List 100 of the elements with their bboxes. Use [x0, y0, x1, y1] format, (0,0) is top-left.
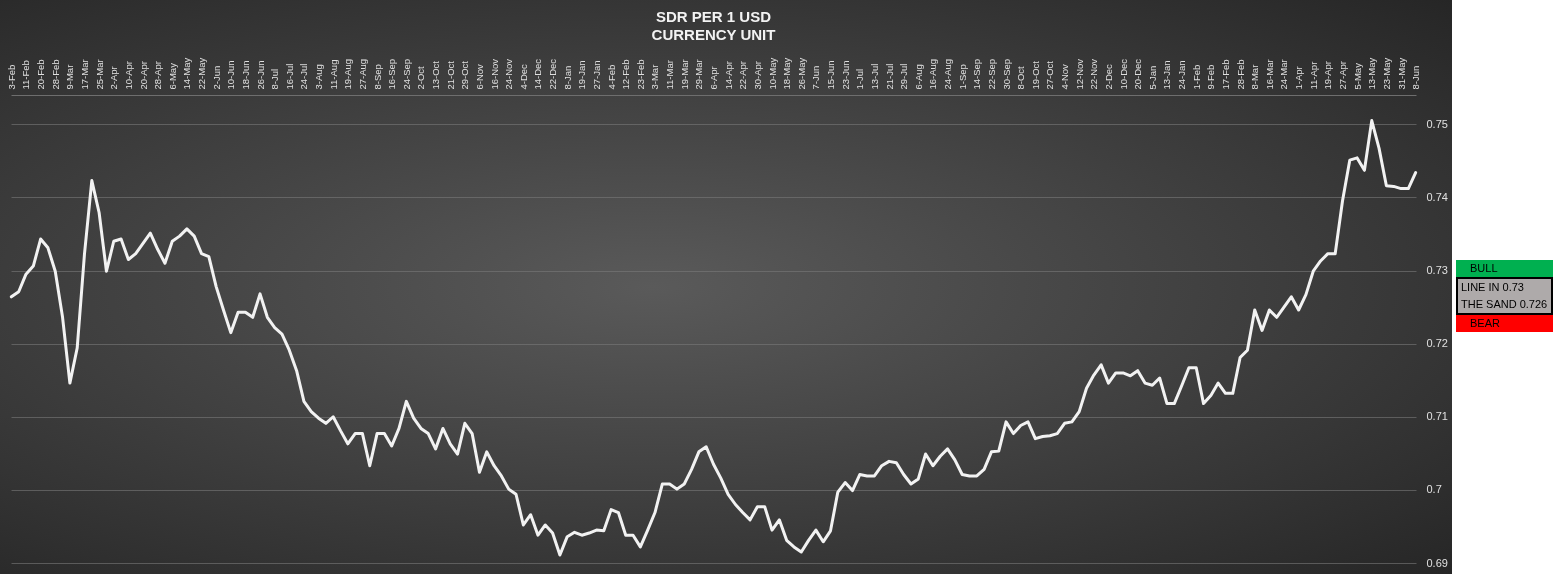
x-tick-label: 14-Sep: [971, 58, 983, 90]
x-tick-label: 9-Mar: [64, 64, 76, 90]
x-tick-label: 24-Aug: [942, 58, 954, 90]
x-tick-label: 6-Aug: [912, 64, 924, 90]
x-tick-label: 11-Apr: [1307, 61, 1319, 90]
x-tick-label: 4-Dec: [517, 63, 529, 90]
x-tick-label: 1-Apr: [1293, 66, 1305, 90]
x-tick-label: 1-Sep: [956, 64, 968, 90]
x-tick-label: 24-Jan: [1176, 60, 1188, 90]
x-tick-label: 28-Feb: [1234, 59, 1246, 90]
x-tick-label: 27-Apr: [1337, 60, 1348, 90]
x-tick-label: 22-Sep: [985, 58, 997, 90]
x-tick-label: 10-May: [766, 57, 778, 90]
x-tick-label: 8-Jan: [561, 65, 573, 90]
x-tick-label: 13-Jan: [1161, 60, 1173, 90]
x-tick-label: 24-Nov: [503, 58, 515, 90]
x-tick-label: 29-Oct: [459, 60, 471, 90]
x-tick-label: 29-Mar: [693, 59, 705, 90]
x-tick-label: 13-Jul: [868, 63, 880, 90]
x-tick-label: 15-Jun: [825, 60, 837, 90]
x-tick-label: 8-Sep: [371, 64, 383, 90]
y-tick-label: 0.75: [1426, 117, 1448, 130]
x-tick-label: 12-Nov: [1073, 58, 1085, 90]
x-tick-label: 19-Aug: [342, 58, 354, 90]
x-tick-label: 22-May: [196, 57, 208, 90]
x-tick-label: 5-Jan: [1146, 65, 1158, 90]
x-tick-label: 27-Aug: [356, 58, 368, 90]
x-tick-label: 25-Mar: [93, 59, 105, 90]
x-tick-label: 11-Aug: [327, 59, 339, 90]
y-tick-label: 0.71: [1426, 410, 1448, 423]
x-tick-label: 5-May: [1351, 62, 1363, 90]
text: THE SAND 0.726: [1456, 296, 1553, 315]
x-tick-label: 20-Dec: [1132, 58, 1144, 90]
y-tick-label: 0.73: [1426, 264, 1448, 276]
x-tick-label: 14-Dec: [532, 58, 544, 90]
x-tick-label: 16-Sep: [386, 58, 398, 90]
x-tick-label: 16-Nov: [488, 58, 500, 90]
x-tick-label: 7-Jun: [810, 65, 822, 90]
x-tick-label: 17-Feb: [1219, 59, 1231, 90]
x-tick-label: 23-May: [1380, 57, 1392, 90]
x-tick-label: 10-Jun: [225, 60, 237, 90]
x-tick-label: 19-Oct: [1029, 60, 1041, 90]
y-tick-label: 0.7: [1426, 483, 1442, 496]
x-tick-label: 18-May: [781, 57, 793, 90]
x-tick-label: 3-Mar: [649, 64, 661, 90]
x-tick-label: 6-Nov: [473, 63, 485, 90]
x-tick-label: 28-Feb: [49, 59, 61, 90]
x-tick-label: 30-Apr: [751, 60, 763, 90]
chart-subtitle: CURRENCY UNIT: [651, 26, 776, 44]
x-tick-label: 2-Apr: [108, 66, 120, 90]
x-tick-label: 30-Sep: [1000, 58, 1012, 90]
x-tick-label: 19-Mar: [678, 59, 690, 90]
x-tick-label: 6-Apr: [708, 66, 719, 90]
x-tick-label: 24-Sep: [400, 58, 412, 90]
x-tick-label: 21-Oct: [444, 60, 456, 90]
x-tick-label: 8-Oct: [1015, 65, 1027, 90]
x-tick-label: 8-Jun: [1410, 65, 1422, 90]
x-tick-label: 20-Apr: [137, 60, 149, 90]
x-tick-label: 29-Jul: [898, 63, 910, 90]
x-tick-label: 4-Feb: [605, 64, 617, 90]
x-tick-label: 24-Mar: [1278, 59, 1290, 90]
x-tick-label: 22-Nov: [1088, 58, 1100, 90]
x-tick-label: 14-May: [181, 57, 193, 90]
x-tick-label: 2-Jun: [210, 65, 222, 90]
x-tick-label: 11-Mar: [664, 60, 676, 90]
x-tick-label: 13-May: [1366, 57, 1378, 90]
x-tick-label: 31-May: [1395, 57, 1407, 90]
x-tick-label: 22-Apr: [737, 60, 749, 90]
line-series: [9, 119, 1418, 557]
x-tick-label: 17-Mar: [79, 59, 90, 90]
x-tick-label: 4-Nov: [1059, 63, 1071, 90]
x-tick-label: 2-Oct: [415, 65, 427, 90]
x-tick-label: 16-Mar: [1263, 59, 1275, 90]
y-tick-label: 0.72: [1426, 337, 1448, 350]
x-tick-label: 11-Feb: [20, 60, 32, 90]
chart-title: SDR PER 1 USD: [655, 8, 772, 26]
x-tick-label: 12-Feb: [620, 59, 632, 90]
x-tick-label: 10-Dec: [1117, 58, 1129, 90]
x-tick-label: 23-Jun: [839, 60, 851, 90]
x-tick-label: 16-Jul: [283, 63, 295, 90]
x-tick-label: 10-Apr: [122, 60, 134, 90]
x-tick-label: 9-Feb: [1205, 64, 1217, 90]
x-tick-label: 22-Dec: [547, 58, 559, 90]
x-tick-label: 28-Apr: [152, 60, 164, 90]
x-tick-label: 3-Aug: [313, 64, 325, 90]
x-tick-label: 13-Oct: [430, 60, 442, 90]
y-tick-label: 0.69: [1426, 556, 1448, 569]
x-tick-label: 8-Jul: [269, 68, 281, 90]
text: BULL: [1456, 260, 1553, 277]
x-tick-label: 21-Jul: [883, 63, 895, 90]
x-tick-label: 27-Jan: [590, 60, 602, 90]
x-tick-label: 3-Feb: [5, 64, 17, 90]
x-tick-label: 24-Jul: [298, 63, 310, 90]
x-tick-label: 14-Apr: [722, 60, 734, 90]
x-tick-label: 27-Oct: [1044, 60, 1056, 90]
x-tick-label: 26-May: [795, 57, 807, 90]
x-tick-label: 2-Dec: [1102, 63, 1114, 90]
x-tick-label: 20-Feb: [35, 59, 47, 90]
x-tick-label: 18-Jun: [239, 60, 251, 90]
text: LINE IN 0.73: [1456, 277, 1553, 296]
